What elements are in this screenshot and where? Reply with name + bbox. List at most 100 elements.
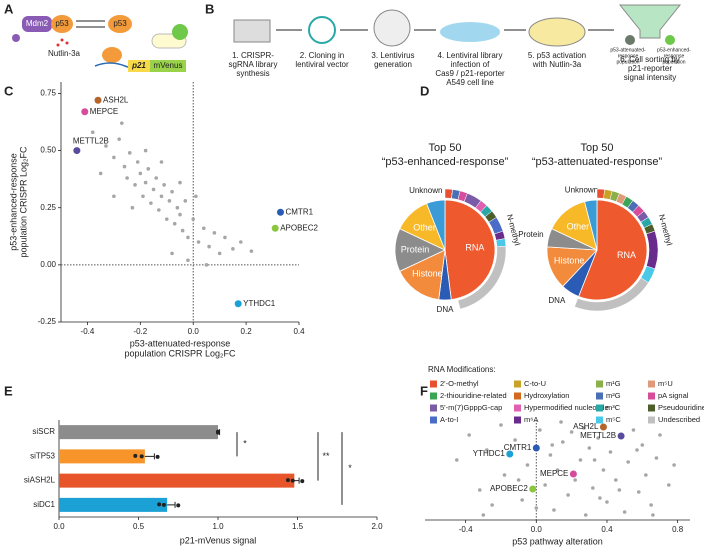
- ub: [12, 34, 20, 42]
- slice-label: Protein: [518, 230, 543, 239]
- step-caption: Cas9 / p21-reporter: [435, 69, 505, 78]
- slice-label: Protein: [401, 244, 430, 254]
- drug-dot: [56, 43, 60, 47]
- replicate-dot: [139, 454, 144, 459]
- legend-label: A-to-I: [440, 415, 458, 424]
- slice-label: RNA: [617, 250, 636, 260]
- population-label: population: [662, 59, 685, 65]
- highlight-point: [73, 147, 81, 155]
- donut-title: Top 50: [580, 142, 613, 154]
- legend-swatch: [430, 416, 437, 424]
- point: [212, 231, 217, 235]
- significance-label: **: [322, 451, 330, 461]
- slice-label: DNA: [548, 296, 566, 305]
- highlight-point: [81, 108, 89, 116]
- panel-label: A: [4, 1, 14, 16]
- legend-label: Hydroxylation: [524, 391, 569, 400]
- point: [502, 473, 507, 477]
- point: [122, 164, 127, 169]
- point: [170, 251, 174, 256]
- point: [631, 428, 636, 432]
- x-tick-label: -0.2: [133, 327, 147, 336]
- vector: [308, 16, 336, 44]
- point: [178, 212, 182, 217]
- point: [601, 468, 606, 472]
- x-tick-label: -0.4: [459, 525, 473, 534]
- legend-label: m⁶A: [524, 415, 538, 424]
- point: [591, 486, 595, 490]
- legend-label: 2'-O-methyl: [440, 379, 479, 388]
- point-label: MEPCE: [90, 107, 118, 116]
- point: [543, 483, 547, 487]
- step-caption: 6. Cell sorting by: [620, 55, 680, 64]
- legend-label: m³C: [606, 403, 621, 412]
- x-axis-label: p53 pathway alteration: [512, 536, 603, 546]
- replicate-dot: [290, 478, 295, 483]
- step-caption: 2. Cloning in: [300, 51, 344, 60]
- point: [658, 433, 662, 437]
- point: [120, 121, 124, 125]
- point-label: YTHDC1: [473, 449, 506, 458]
- legend-swatch: [648, 416, 655, 424]
- point: [559, 420, 563, 424]
- mdm2-label: Mdm2: [26, 19, 49, 28]
- point: [635, 448, 639, 452]
- point: [513, 438, 517, 442]
- step-caption: 4. Lentiviral library: [438, 51, 503, 60]
- gene-label: p21: [131, 61, 146, 70]
- point: [569, 430, 574, 434]
- point: [573, 478, 577, 482]
- step-caption: A549 cell line: [446, 78, 494, 87]
- step-caption: synthesis: [236, 69, 269, 78]
- legend-swatch: [514, 416, 521, 424]
- p53-label: p53: [55, 19, 69, 28]
- x-axis-label: p21-mVenus signal: [180, 535, 257, 545]
- point: [516, 478, 521, 482]
- legend-swatch: [596, 380, 603, 388]
- point: [239, 240, 243, 244]
- ring-segment: [574, 277, 649, 312]
- ring-segment: [495, 238, 507, 248]
- bar: [59, 449, 145, 464]
- x-tick-label: 1.5: [292, 522, 304, 531]
- point: [217, 251, 222, 256]
- mvenus-box: [150, 60, 186, 72]
- cell: [373, 9, 411, 47]
- x-tick-label: 0.4: [293, 327, 305, 336]
- point: [112, 194, 116, 199]
- replicate-dot: [300, 479, 305, 484]
- donut-subtitle: “p53-enhanced-response”: [382, 156, 509, 168]
- cells: [440, 22, 500, 42]
- x-tick-label: 0.0: [531, 525, 543, 534]
- legend-label: C-to-U: [524, 379, 546, 388]
- y-axis-label: p53-enhanced-response: [8, 153, 18, 251]
- slice-label: Histone: [554, 255, 585, 265]
- point: [605, 500, 609, 504]
- significance-label: *: [348, 463, 352, 473]
- point: [196, 240, 201, 244]
- y-axis-label: population CRISPR Log₂FC: [18, 146, 28, 258]
- point: [617, 488, 622, 492]
- step-caption: sgRNA library: [229, 60, 278, 69]
- point: [640, 443, 645, 447]
- significance-label: *: [243, 439, 247, 449]
- replicate-dot: [157, 502, 162, 507]
- population-label: response: [664, 53, 685, 59]
- point: [186, 235, 190, 240]
- point: [455, 458, 459, 462]
- point: [164, 217, 169, 221]
- legend-label: m¹G: [606, 379, 621, 388]
- point: [654, 456, 659, 460]
- point: [186, 258, 190, 263]
- x-tick-label: 1.0: [212, 522, 224, 531]
- drug-dot: [60, 38, 64, 42]
- slice-label: Unknown: [565, 186, 598, 195]
- legend-label: 2-thiouridine-related: [440, 391, 507, 400]
- dish: [528, 17, 586, 47]
- panel-label: D: [420, 83, 429, 98]
- point: [596, 436, 600, 440]
- point: [98, 171, 103, 176]
- point: [159, 160, 164, 164]
- y-tick-label: 0.25: [40, 203, 56, 212]
- step-caption: signal intensity: [624, 73, 676, 82]
